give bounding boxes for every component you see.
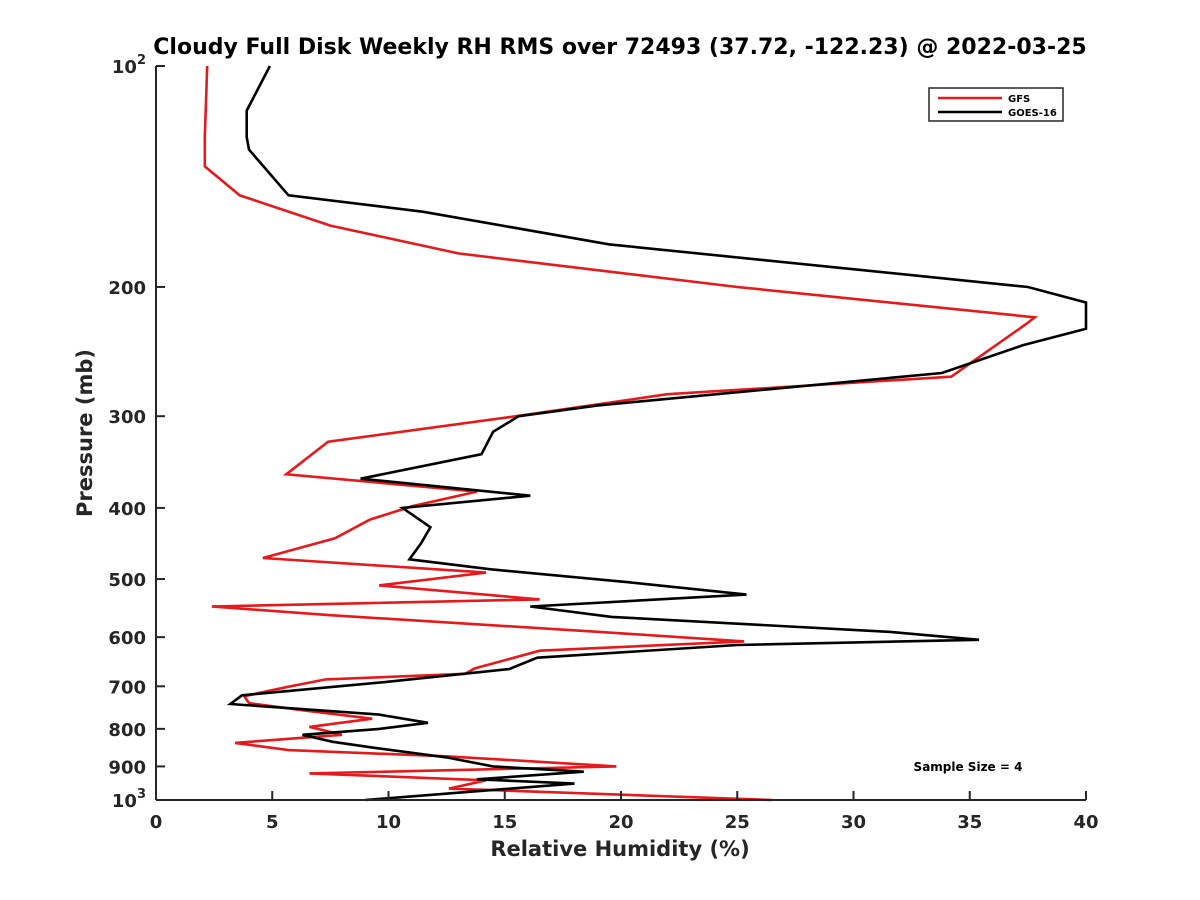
x-tick-label: 10 [376, 812, 401, 833]
y-tick-label: 700 [108, 677, 146, 698]
series-line-gfs [203, 65, 1039, 802]
x-axis-ticks: 0 5 10 15 20 25 30 35 40 [150, 791, 1099, 833]
sample-size-annotation: Sample Size = 4 [914, 760, 1023, 774]
y-tick-label: 400 [108, 499, 146, 520]
y-tick-label: 600 [108, 628, 146, 649]
x-tick-label: 30 [841, 812, 866, 833]
y-axis-ticks: 102 200 300 400 500 600 700 800 900 103 [108, 53, 165, 812]
x-axis-label: Relative Humidity (%) [490, 837, 749, 861]
x-tick-label: 15 [492, 812, 517, 833]
y-tick-label: 500 [108, 570, 146, 591]
legend-box [928, 87, 1064, 122]
chart-title: Cloudy Full Disk Weekly RH RMS over 7249… [153, 35, 1086, 60]
plot-area [203, 65, 1088, 802]
y-tick-label: 300 [108, 407, 146, 428]
y-tick-label: 900 [108, 757, 146, 778]
x-tick-label: 35 [957, 812, 982, 833]
x-tick-label: 20 [608, 812, 633, 833]
y-tick-label: 800 [108, 720, 146, 741]
legend-entry-label: GFS [1008, 94, 1030, 105]
y-axis-label: Pressure (mb) [73, 349, 97, 517]
series-line-goes-16 [226, 65, 1088, 802]
x-tick-label: 5 [266, 812, 279, 833]
legend: GFS GOES-16 [928, 87, 1064, 122]
x-tick-label: 0 [150, 812, 163, 833]
y-tick-label: 200 [108, 278, 146, 299]
x-tick-label: 40 [1073, 812, 1098, 833]
x-tick-label: 25 [725, 812, 750, 833]
y-tick-label: 102 [112, 53, 146, 78]
legend-entry-label: GOES-16 [1008, 108, 1057, 119]
y-tick-label: 103 [112, 787, 146, 812]
